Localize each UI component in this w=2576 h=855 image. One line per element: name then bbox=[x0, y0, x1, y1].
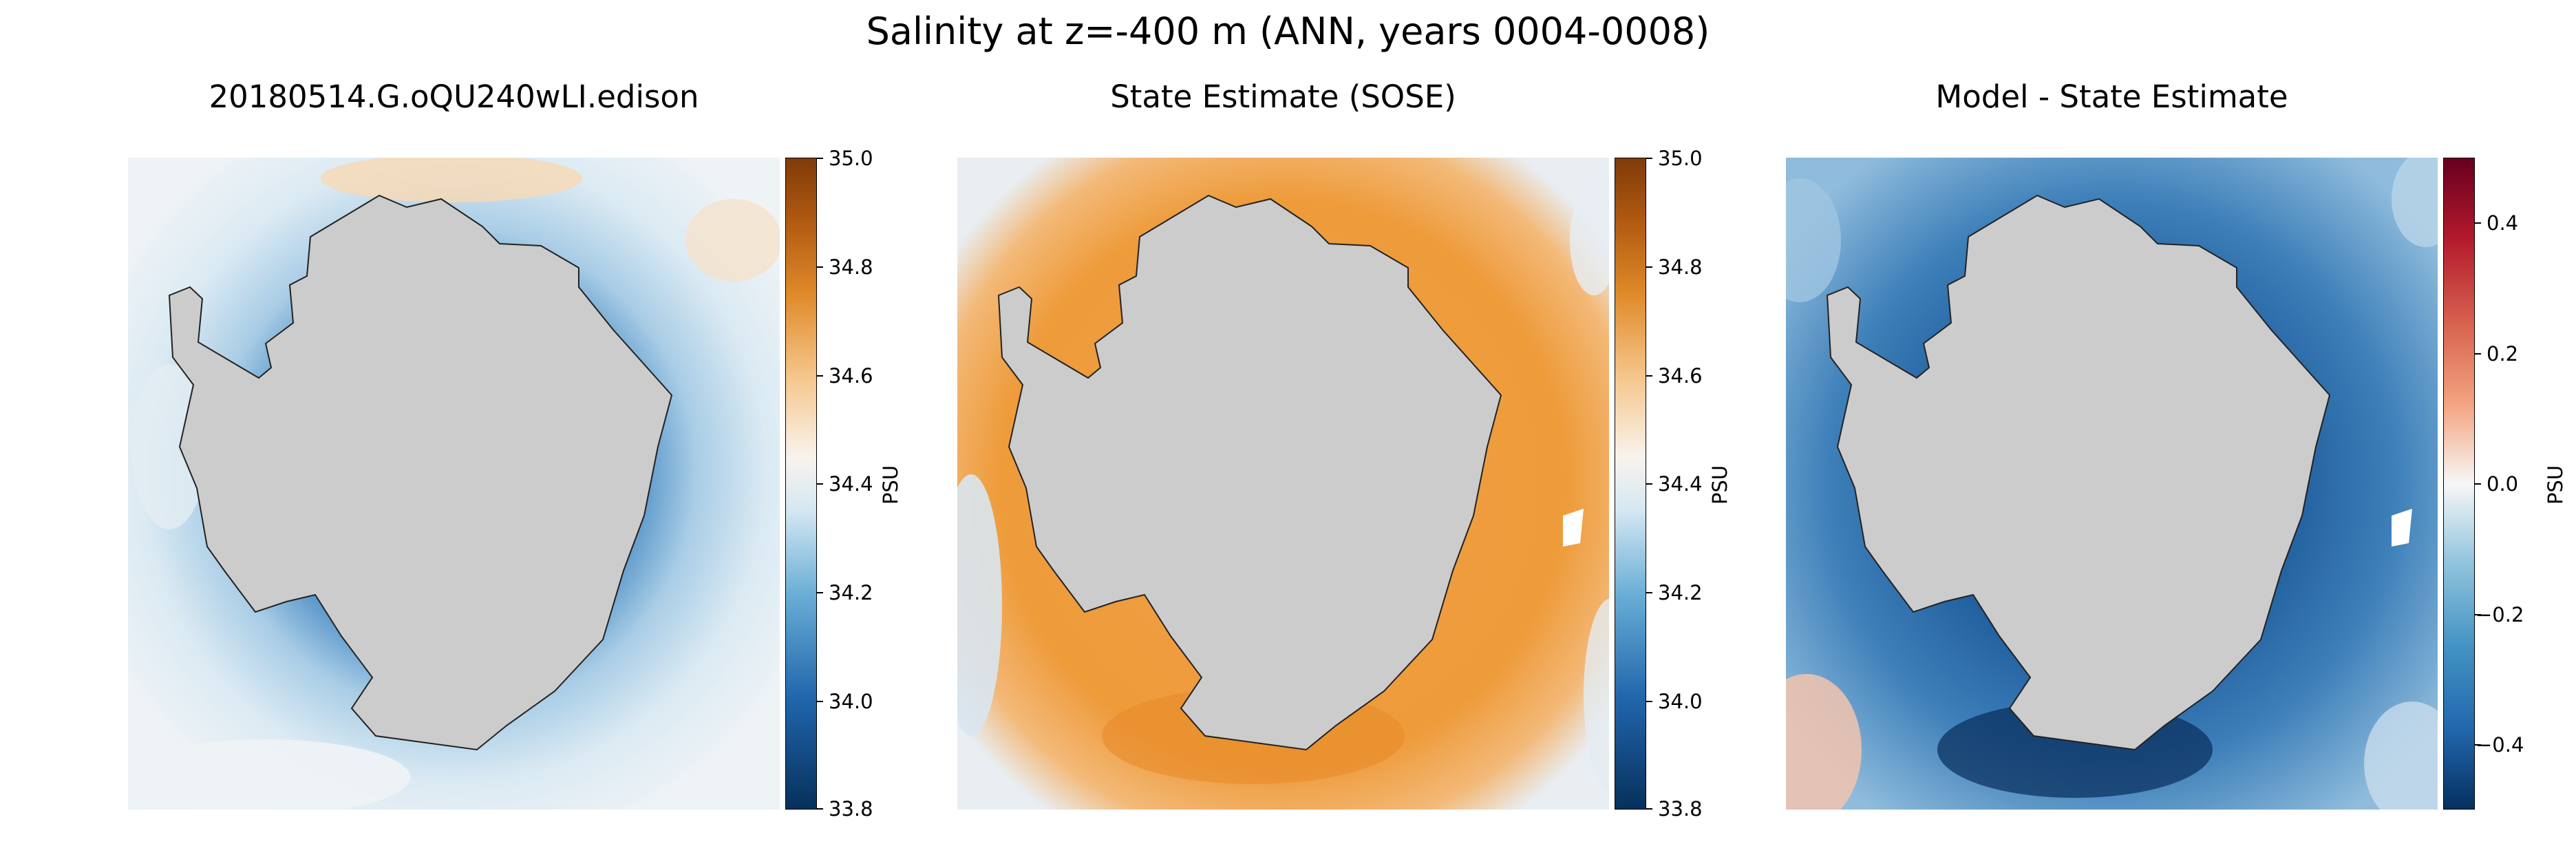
colorbar-tick-label: −0.4 bbox=[2476, 733, 2524, 757]
colorbar-tickmark bbox=[816, 483, 823, 485]
model-colorbar bbox=[785, 158, 817, 810]
colorbar-tickmark bbox=[1646, 808, 1652, 810]
antarctica-land bbox=[168, 194, 673, 751]
ice-shelf-gap bbox=[1563, 509, 1584, 547]
colorbar-tick-label: 33.8 bbox=[1658, 797, 1703, 821]
colorbar-tick-label: −0.2 bbox=[2476, 603, 2524, 626]
colorbar-tick-label: 34.8 bbox=[1658, 255, 1703, 279]
antarctica-land bbox=[997, 194, 1502, 751]
colorbar-tick-label: 35.0 bbox=[829, 147, 873, 170]
figure-title: Salinity at z=-400 m (ANN, years 0004-00… bbox=[866, 10, 1710, 53]
colorbar-tickmark bbox=[1646, 483, 1652, 485]
colorbar-gradient bbox=[2444, 158, 2474, 809]
colorbar-tick-label: 34.6 bbox=[829, 364, 873, 388]
colorbar-tickmark bbox=[1646, 266, 1652, 268]
difference-colorbar bbox=[2443, 158, 2475, 810]
colorbar-tickmark bbox=[816, 808, 823, 810]
colorbar-tick-label: 34.2 bbox=[1658, 581, 1703, 604]
ice-shelf-gap bbox=[2392, 509, 2412, 547]
colorbar-tickmark bbox=[1646, 592, 1652, 593]
ocean-patch bbox=[957, 474, 1002, 736]
colorbar-tick-label: 34.2 bbox=[829, 581, 873, 604]
ocean-patch bbox=[1786, 178, 1841, 302]
colorbar-tickmark bbox=[2474, 483, 2481, 485]
sose-colorbar bbox=[1615, 158, 1646, 810]
colorbar-tick-label: 0.2 bbox=[2487, 342, 2519, 366]
panel-title-difference: Model - State Estimate bbox=[1935, 78, 2288, 115]
colorbar-tick-label: 34.0 bbox=[1658, 690, 1703, 713]
colorbar-tickmark bbox=[816, 158, 823, 159]
colorbar-tickmark bbox=[1646, 375, 1652, 377]
colorbar-tick-label: 35.0 bbox=[1658, 147, 1703, 170]
colorbar-label: PSU bbox=[879, 465, 902, 505]
ocean-patch bbox=[1570, 185, 1609, 295]
colorbar-tick-label: 33.8 bbox=[829, 797, 873, 821]
colorbar-tickmark bbox=[816, 701, 823, 702]
ocean-patch bbox=[321, 158, 582, 202]
colorbar-tick-label: 34.8 bbox=[829, 255, 873, 279]
colorbar-tickmark bbox=[2474, 353, 2481, 355]
ocean-patch bbox=[1584, 598, 1609, 791]
colorbar-tickmark bbox=[2474, 614, 2481, 615]
colorbar-gradient bbox=[786, 158, 816, 809]
colorbar-tick-label: 0.0 bbox=[2487, 472, 2519, 496]
colorbar-tick-label: 0.4 bbox=[2487, 211, 2519, 235]
colorbar-tickmark bbox=[2474, 744, 2481, 746]
antarctica-land bbox=[1826, 194, 2331, 751]
colorbar-label: PSU bbox=[2544, 465, 2567, 505]
colorbar-tick-label: 34.4 bbox=[829, 472, 873, 496]
ocean-patch bbox=[685, 199, 780, 282]
colorbar-tickmark bbox=[816, 266, 823, 268]
ocean-patch bbox=[128, 739, 410, 810]
colorbar-label: PSU bbox=[1708, 465, 1732, 505]
ocean-patch bbox=[2392, 158, 2438, 247]
ocean-patch bbox=[2364, 701, 2438, 810]
panel-title-model: 20180514.G.oQU240wLI.edison bbox=[209, 78, 699, 115]
colorbar-tick-label: 34.6 bbox=[1658, 364, 1703, 388]
colorbar-tickmark bbox=[816, 592, 823, 593]
panel-title-sose: State Estimate (SOSE) bbox=[1110, 78, 1456, 115]
sose-salinity-map bbox=[957, 158, 1609, 810]
difference-salinity-map bbox=[1786, 158, 2438, 810]
model-salinity-map bbox=[128, 158, 780, 810]
colorbar-tickmark bbox=[1646, 158, 1652, 159]
colorbar-tickmark bbox=[1646, 701, 1652, 702]
colorbar-gradient bbox=[1615, 158, 1646, 809]
colorbar-tick-label: 34.0 bbox=[829, 690, 873, 713]
colorbar-tickmark bbox=[2474, 222, 2481, 224]
colorbar-tickmark bbox=[816, 375, 823, 377]
colorbar-tick-label: 34.4 bbox=[1658, 472, 1703, 496]
ocean-patch bbox=[1786, 674, 1862, 810]
